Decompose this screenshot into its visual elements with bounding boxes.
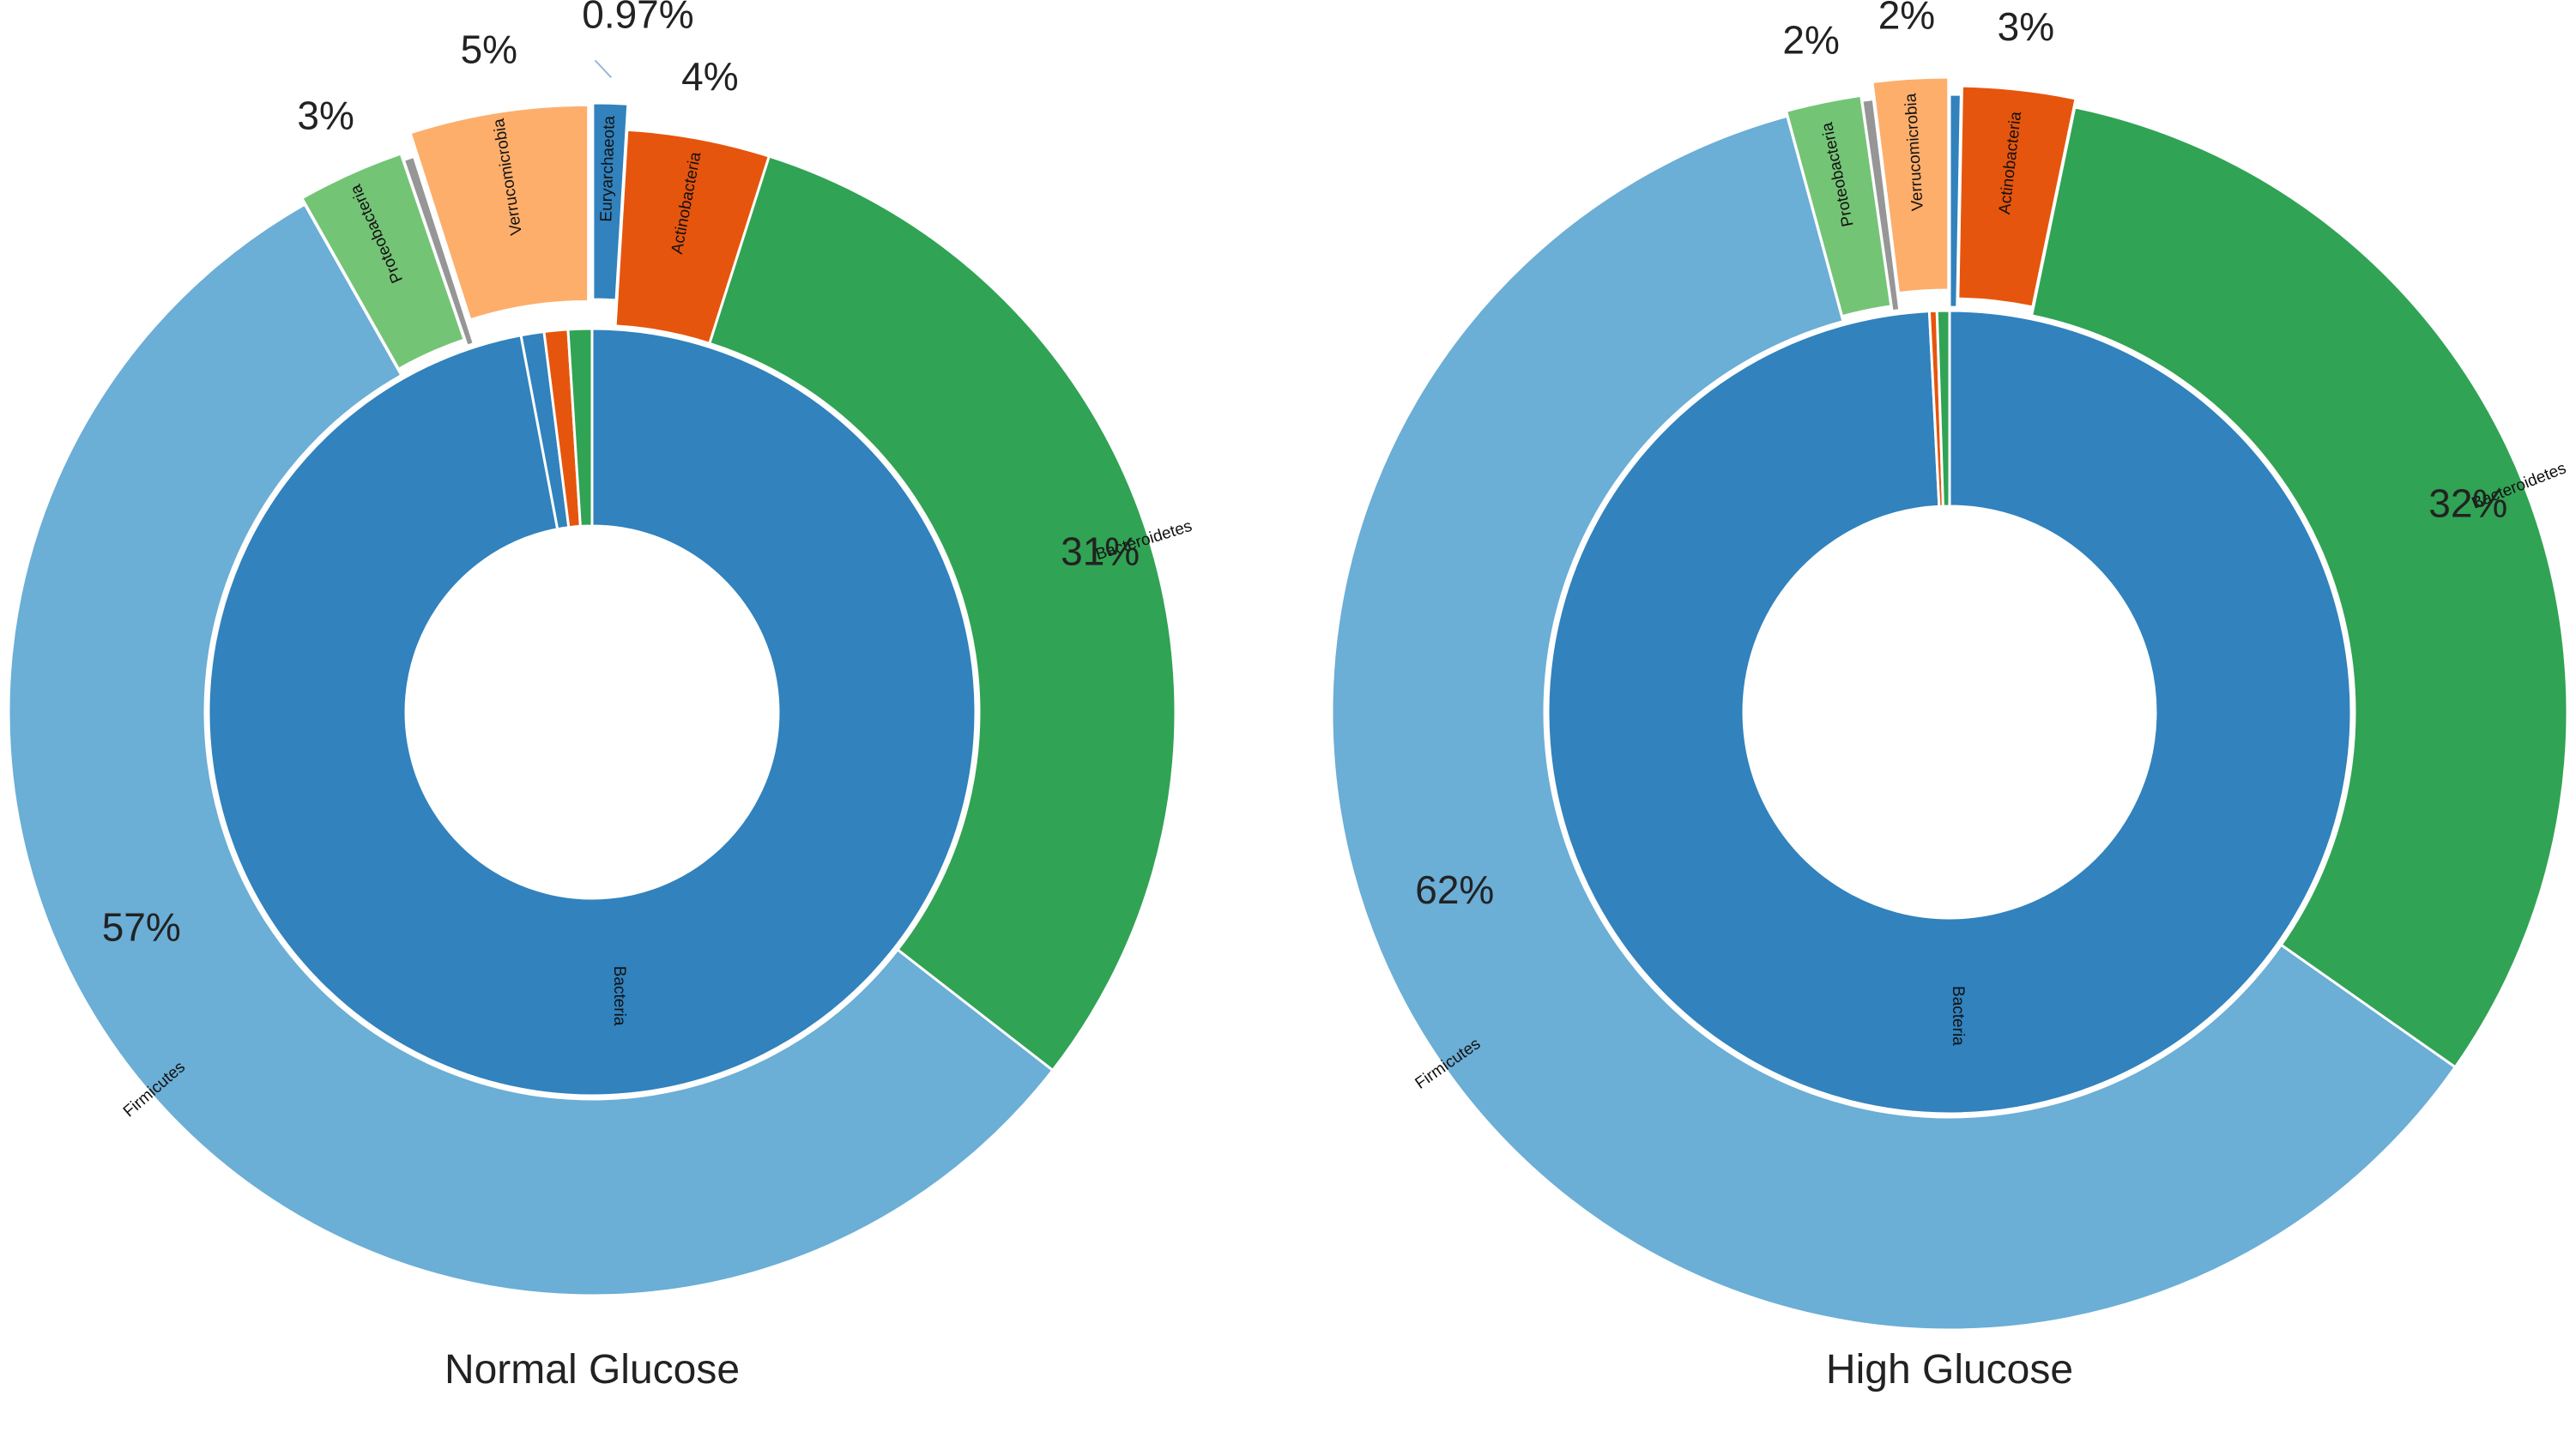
outer-segment-verrucomicrobia-6	[408, 103, 590, 322]
outer-group-unlabeled-0	[1948, 93, 1962, 309]
outer-segment-firmicutes-3	[1330, 114, 2458, 1332]
outer-segment-unlabeled-5	[1860, 97, 1902, 313]
percent-label-bacteroidetes: 31%	[1061, 529, 1140, 573]
outer-label-euryarchaeota: Euryarchaeota	[597, 115, 619, 222]
percent-label-actinobacteria: 4%	[681, 54, 738, 99]
percent-label-firmicutes: 57%	[102, 904, 181, 949]
outer-group-proteobacteria-4: Proteobacteria	[1784, 94, 1893, 318]
inner-label-bacteria: Bacteria	[1949, 986, 1967, 1046]
center-hole	[406, 526, 778, 898]
outer-segment-bacteroidetes-2	[707, 154, 1177, 1072]
outer-group-actinobacteria-1: Actinobacteria	[614, 128, 771, 346]
percent-label-proteobacteria: 2%	[1782, 18, 1839, 63]
outer-segment-unlabeled-0	[1948, 93, 1962, 309]
outer-segment-unlabeled-5	[402, 154, 476, 348]
outer-segment-verrucomicrobia-6	[1871, 76, 1950, 295]
outer-group-verrucomicrobia-6: Verrucomicrobia	[408, 103, 590, 322]
outer-segment-firmicutes-3	[7, 202, 1055, 1297]
center-hole	[1744, 506, 2156, 918]
outer-group-actinobacteria-1: Actinobacteria	[1956, 84, 2077, 309]
outer-group-bacteroidetes-2: Bacteroidetes	[707, 154, 1194, 1072]
outer-group-euryarchaeota-0: Euryarchaeota	[591, 101, 630, 302]
outer-group-unlabeled-5	[1860, 97, 1902, 313]
percent-label-euryarchaeota: 0.97%	[582, 0, 693, 37]
percent-label-actinobacteria: 3%	[1998, 4, 2054, 49]
high-glucose-caption: High Glucose	[1826, 1347, 2073, 1393]
outer-segment-bacteroidetes-2	[2029, 106, 2569, 1069]
leader-line-euryarchaeota	[594, 59, 612, 79]
outer-group-unlabeled-5	[402, 154, 476, 348]
percent-label-bacteroidetes: 32%	[2428, 481, 2507, 526]
inner-label-bacteria: Bacteria	[610, 966, 628, 1026]
high-glucose-sunburst: BacteriaActinobacteria3%Bacteroidetes32%…	[1330, 0, 2569, 1332]
normal-glucose-caption: Normal Glucose	[444, 1347, 740, 1393]
normal-glucose-sunburst: Bacteria Euryarchaeota 0.97% Actinobacteria…	[7, 0, 1194, 1297]
percent-label-verrucomicrobia: 5%	[461, 27, 517, 71]
percent-label-firmicutes: 62%	[1415, 867, 1494, 912]
outer-group-verrucomicrobia-6: Verrucomicrobia	[1871, 76, 1950, 295]
percent-label-verrucomicrobia: 2%	[1878, 0, 1935, 38]
percent-label-proteobacteria: 3%	[297, 94, 354, 138]
